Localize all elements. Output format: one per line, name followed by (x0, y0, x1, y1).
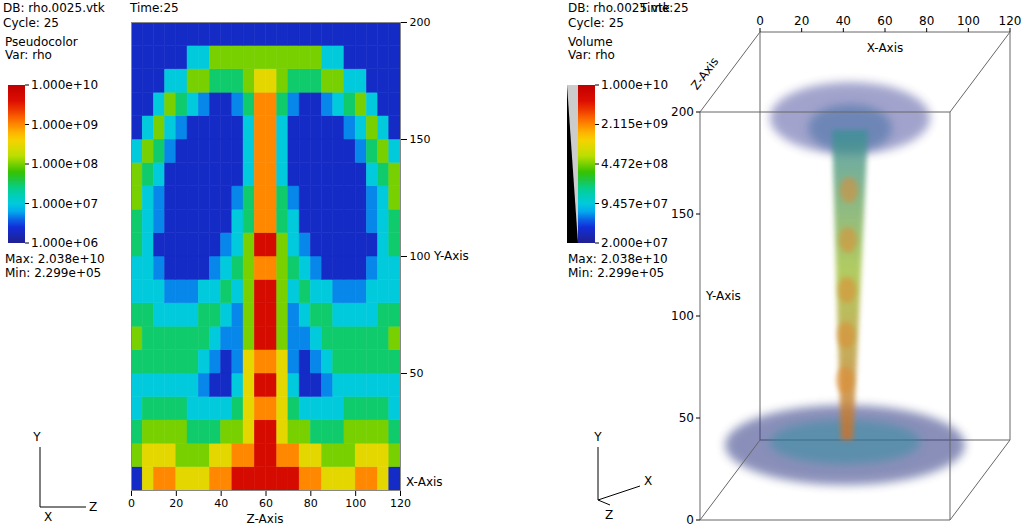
svg-text:0: 0 (756, 14, 764, 28)
svg-text:Min: 2.299e+05: Min: 2.299e+05 (568, 266, 664, 280)
svg-text:60: 60 (877, 14, 892, 28)
svg-text:Z-Axis: Z-Axis (688, 55, 721, 93)
svg-text:Min: 2.299e+05: Min: 2.299e+05 (5, 266, 101, 280)
svg-text:X: X (644, 474, 652, 488)
svg-text:DB: rho.0025.vtk: DB: rho.0025.vtk (3, 1, 105, 15)
svg-text:Cycle: 25: Cycle: 25 (568, 16, 624, 30)
svg-text:X: X (44, 510, 52, 524)
svg-text:1.000e+06: 1.000e+06 (31, 236, 98, 250)
svg-text:Time:25: Time:25 (129, 1, 179, 15)
svg-text:Time:25: Time:25 (639, 1, 689, 15)
svg-text:1.000e+08: 1.000e+08 (31, 157, 98, 171)
svg-text:Max: 2.038e+10: Max: 2.038e+10 (5, 252, 105, 266)
svg-text:Y: Y (32, 430, 41, 444)
svg-text:Pseudocolor: Pseudocolor (5, 35, 78, 49)
svg-text:2.115e+09: 2.115e+09 (601, 117, 668, 131)
svg-text:1.000e+09: 1.000e+09 (31, 118, 98, 132)
svg-text:50: 50 (410, 367, 424, 380)
svg-text:Cycle: 25: Cycle: 25 (3, 16, 59, 30)
svg-text:50: 50 (679, 411, 694, 425)
svg-text:9.457e+07: 9.457e+07 (601, 197, 668, 211)
svg-text:40: 40 (214, 497, 228, 510)
svg-text:150: 150 (671, 207, 694, 221)
svg-text:100: 100 (671, 309, 694, 323)
svg-text:DB: rho.0025.vtk: DB: rho.0025.vtk (568, 1, 670, 15)
svg-text:1.000e+07: 1.000e+07 (31, 197, 98, 211)
svg-text:100: 100 (410, 250, 431, 263)
svg-text:60: 60 (259, 497, 273, 510)
svg-text:1.000e+10: 1.000e+10 (31, 78, 98, 92)
svg-text:80: 80 (304, 497, 318, 510)
svg-text:Volume: Volume (568, 35, 613, 49)
svg-text:0: 0 (128, 497, 135, 510)
svg-text:Y-Axis: Y-Axis (433, 249, 469, 263)
svg-text:1.000e+10: 1.000e+10 (601, 78, 668, 92)
svg-text:200: 200 (671, 105, 694, 119)
svg-text:Z: Z (89, 500, 97, 514)
svg-text:Var: rho: Var: rho (5, 48, 52, 62)
svg-text:Z-Axis: Z-Axis (247, 512, 284, 526)
svg-text:Y-Axis: Y-Axis (705, 289, 741, 303)
svg-text:40: 40 (836, 14, 851, 28)
svg-text:120: 120 (999, 14, 1022, 28)
svg-text:Z: Z (605, 508, 613, 522)
svg-text:100: 100 (345, 497, 366, 510)
svg-text:200: 200 (410, 16, 431, 29)
svg-text:Max: 2.038e+10: Max: 2.038e+10 (568, 252, 668, 266)
svg-text:Var: rho: Var: rho (568, 48, 615, 62)
svg-text:120: 120 (390, 497, 411, 510)
svg-text:20: 20 (169, 497, 183, 510)
svg-text:4.472e+08: 4.472e+08 (601, 157, 668, 171)
svg-text:150: 150 (410, 133, 431, 146)
svg-text:20: 20 (794, 14, 809, 28)
svg-text:100: 100 (957, 14, 980, 28)
svg-text:X-Axis: X-Axis (867, 41, 904, 55)
svg-text:X-Axis: X-Axis (406, 475, 443, 489)
svg-text:2.000e+07: 2.000e+07 (601, 236, 668, 250)
svg-text:Y: Y (593, 430, 602, 444)
svg-text:0: 0 (686, 513, 694, 527)
svg-text:80: 80 (919, 14, 934, 28)
